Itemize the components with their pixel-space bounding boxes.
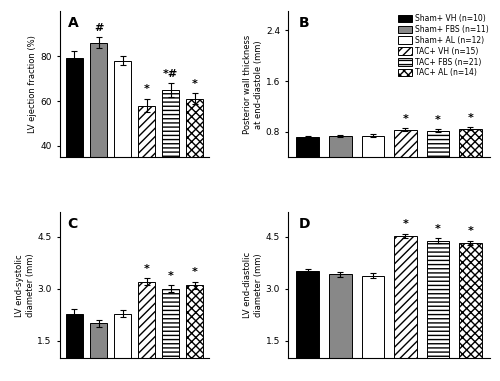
Text: *: * <box>144 264 150 274</box>
Y-axis label: LV end-diastolic
diameter (mm): LV end-diastolic diameter (mm) <box>244 252 263 319</box>
Bar <box>296 271 319 381</box>
Bar <box>162 289 180 381</box>
Bar <box>66 314 83 381</box>
Bar <box>162 90 180 235</box>
Text: *: * <box>402 219 408 229</box>
Text: C: C <box>68 217 78 231</box>
Text: A: A <box>68 16 78 30</box>
Bar <box>426 131 450 182</box>
Bar <box>138 106 155 235</box>
Text: *: * <box>168 271 174 281</box>
Text: #: # <box>94 23 103 33</box>
Bar <box>114 314 131 381</box>
Bar <box>90 43 107 235</box>
Text: B: B <box>298 16 309 30</box>
Text: *: * <box>468 226 473 236</box>
Y-axis label: Posterior wall thickness
at end-diastole (mm): Posterior wall thickness at end-diastole… <box>244 35 263 134</box>
Bar <box>90 323 107 381</box>
Text: *: * <box>192 267 198 277</box>
Bar <box>114 61 131 235</box>
Bar <box>186 285 204 381</box>
Text: *: * <box>435 224 441 234</box>
Bar <box>362 136 384 182</box>
Text: *#: *# <box>163 69 178 79</box>
Text: *: * <box>192 79 198 89</box>
Bar <box>329 274 352 381</box>
Y-axis label: LV end-systolic
diameter (mm): LV end-systolic diameter (mm) <box>15 253 34 317</box>
Bar <box>394 236 417 381</box>
Bar <box>296 137 319 182</box>
Legend: Sham+ VH (n=10), Sham+ FBS (n=11), Sham+ AL (n=12), TAC+ VH (n=15), TAC+ FBS (n=: Sham+ VH (n=10), Sham+ FBS (n=11), Sham+… <box>396 12 490 79</box>
Bar <box>459 129 482 182</box>
Bar <box>329 136 352 182</box>
Bar <box>394 130 417 182</box>
Text: D: D <box>298 217 310 231</box>
Text: *: * <box>402 114 408 124</box>
Bar <box>426 241 450 381</box>
Text: *: * <box>144 85 150 94</box>
Y-axis label: LV ejection fraction (%): LV ejection fraction (%) <box>28 35 38 133</box>
Bar <box>459 243 482 381</box>
Bar <box>138 282 155 381</box>
Text: *: * <box>468 113 473 123</box>
Text: *: * <box>435 115 441 125</box>
Bar <box>66 59 83 235</box>
Bar <box>186 99 204 235</box>
Bar <box>362 275 384 381</box>
